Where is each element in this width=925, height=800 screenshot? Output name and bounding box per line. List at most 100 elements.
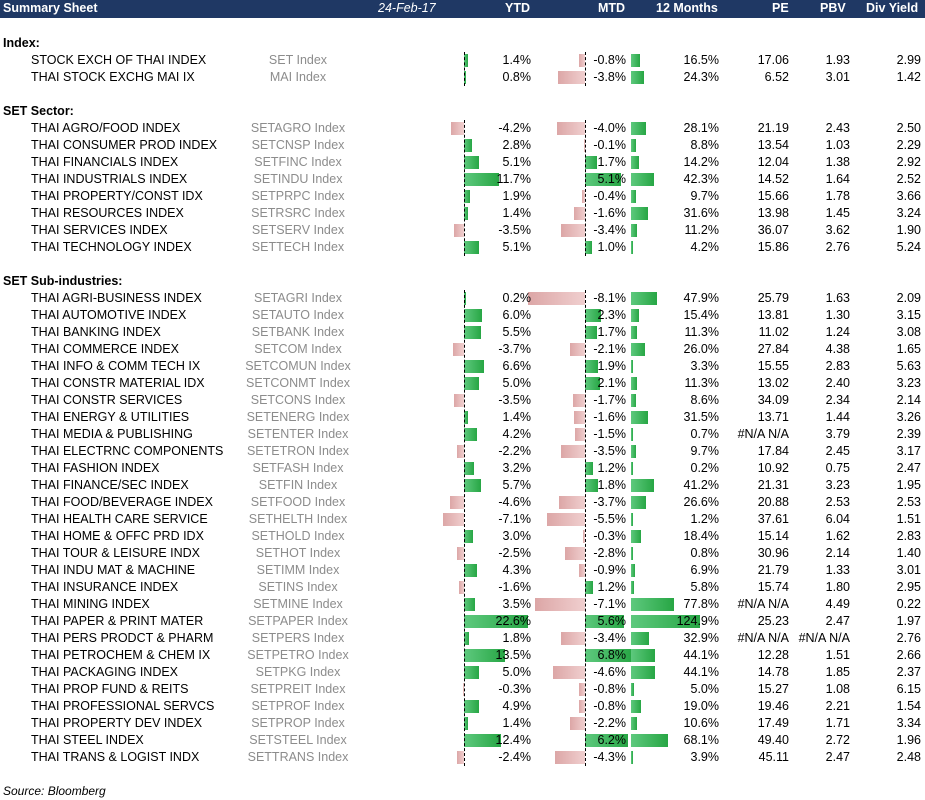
ticker: SETINDU Index	[253, 172, 343, 186]
ytd-value: 4.2%	[502, 427, 532, 441]
index-name: THAI STOCK EXCHG MAI IX	[31, 70, 195, 84]
twelve-month-value: 11.2%	[684, 223, 719, 237]
pe-value: 12.28	[757, 648, 789, 662]
twelve-month-value: 0.8%	[690, 546, 720, 560]
twelve-month-bar	[631, 717, 637, 730]
table-row: THAI FASHION INDEX SETFASH Index 3.2% 1.2% 0…	[0, 460, 925, 477]
mtd-bar	[579, 54, 585, 67]
ticker: SETTECH Index	[251, 240, 345, 254]
pe-value: 15.74	[757, 580, 789, 594]
col-header-pe: PE	[772, 1, 789, 15]
twelve-month-value: 28.1%	[683, 121, 719, 135]
twelve-month-bar	[631, 564, 635, 577]
twelve-month-bar	[631, 428, 633, 441]
index-name: THAI FASHION INDEX	[31, 461, 160, 475]
mtd-value: 1.2%	[597, 580, 627, 594]
pbv-value: 1.85	[825, 665, 850, 679]
ytd-bar	[464, 717, 469, 730]
twelve-month-value: 26.0%	[683, 342, 719, 356]
ytd-bar	[456, 547, 464, 560]
ytd-axis	[464, 290, 465, 766]
twelve-month-value: 42.3%	[683, 172, 719, 186]
div-yield-value: 3.23	[896, 376, 921, 390]
pbv-value: 1.24	[825, 325, 850, 339]
twelve-month-value: 19.0%	[683, 699, 719, 713]
report-date: 24-Feb-17	[378, 1, 436, 15]
pe-value: 37.61	[757, 512, 789, 526]
table-row: THAI HOME & OFFC PRD IDX SETHOLD Index 3.0…	[0, 528, 925, 545]
mtd-value: -4.0%	[593, 121, 626, 135]
ticker: SETTRANS Index	[247, 750, 349, 764]
index-name: THAI CONSTR SERVICES	[31, 393, 183, 407]
mtd-bar	[585, 326, 597, 339]
ytd-bar	[464, 462, 474, 475]
mtd-bar	[579, 683, 585, 696]
ytd-bar	[464, 139, 473, 152]
twelve-month-value: 11.3%	[684, 376, 719, 390]
pe-value: #N/A N/A	[737, 427, 789, 441]
twelve-month-bar	[631, 394, 636, 407]
twelve-month-value: 9.7%	[690, 444, 720, 458]
pbv-value: 1.51	[825, 648, 850, 662]
twelve-month-value: 8.6%	[690, 393, 720, 407]
pbv-value: 2.53	[825, 495, 850, 509]
pe-value: 15.66	[757, 189, 789, 203]
index-name: THAI INDU MAT & MACHINE	[31, 563, 196, 577]
mtd-value: 1.2%	[597, 461, 627, 475]
mtd-value: -3.7%	[593, 495, 626, 509]
ytd-value: 13.5%	[495, 648, 531, 662]
ytd-value: 22.6%	[495, 614, 531, 628]
mtd-bar	[578, 564, 585, 577]
div-yield-value: 6.15	[896, 682, 921, 696]
index-name: THAI FOOD/BEVERAGE INDEX	[31, 495, 213, 509]
index-name: THAI INDUSTRIALS INDEX	[31, 172, 188, 186]
table-row: THAI PAPER & PRINT MATER SETPAPER Index 22…	[0, 613, 925, 630]
pe-value: 30.96	[757, 546, 789, 560]
ytd-bar	[464, 666, 479, 679]
twelve-month-value: 68.1%	[683, 733, 719, 747]
pbv-value: 1.08	[825, 682, 850, 696]
pbv-value: 3.23	[825, 478, 850, 492]
index-name: THAI HOME & OFFC PRD IDX	[31, 529, 204, 543]
table-row: THAI CONSTR SERVICES SETCONS Index -3.5% -1…	[0, 392, 925, 409]
div-yield-value: 2.99	[896, 53, 921, 67]
index-name: THAI PACKAGING INDEX	[31, 665, 179, 679]
pe-value: 45.11	[758, 750, 789, 764]
index-name: THAI CONSUMER PROD INDEX	[31, 138, 218, 152]
mtd-bar	[582, 190, 585, 203]
index-name: THAI CONSTR MATERIAL IDX	[31, 376, 205, 390]
ytd-value: 3.0%	[502, 529, 532, 543]
mtd-bar	[582, 530, 585, 543]
ytd-value: 1.9%	[502, 189, 532, 203]
ticker: SETPAPER Index	[248, 614, 348, 628]
table-row: THAI CONSUMER PROD INDEX SETCNSP Index 2.8…	[0, 137, 925, 154]
twelve-month-bar	[631, 632, 650, 645]
ytd-bar	[442, 513, 464, 526]
pbv-value: 2.45	[825, 444, 850, 458]
twelve-month-bar	[631, 547, 633, 560]
pe-value: 12.04	[757, 155, 789, 169]
pe-value: 27.84	[757, 342, 789, 356]
index-name: THAI RESOURCES INDEX	[31, 206, 184, 220]
mtd-bar	[585, 360, 599, 373]
ytd-value: 1.4%	[502, 206, 532, 220]
table-row: THAI MEDIA & PUBLISHING SETENTER Index 4.2…	[0, 426, 925, 443]
section-title: SET Sub-industries:	[3, 274, 123, 288]
ytd-bar	[450, 496, 464, 509]
mtd-value: 5.6%	[597, 614, 627, 628]
mtd-bar	[585, 615, 625, 628]
mtd-value: -2.8%	[593, 546, 626, 560]
div-yield-value: 2.76	[896, 631, 921, 645]
index-name: THAI PROPERTY/CONST IDX	[31, 189, 203, 203]
twelve-month-bar	[631, 241, 634, 254]
pbv-value: 1.45	[825, 206, 850, 220]
mtd-value: -0.1%	[593, 138, 626, 152]
ytd-bar	[464, 292, 466, 305]
ticker: SETFINC Index	[254, 155, 342, 169]
twelve-month-bar	[631, 71, 645, 84]
mtd-bar	[585, 309, 602, 322]
pbv-value: 2.47	[825, 750, 850, 764]
mtd-bar	[561, 632, 585, 645]
index-name: THAI FINANCE/SEC INDEX	[31, 478, 189, 492]
mtd-bar	[552, 666, 585, 679]
